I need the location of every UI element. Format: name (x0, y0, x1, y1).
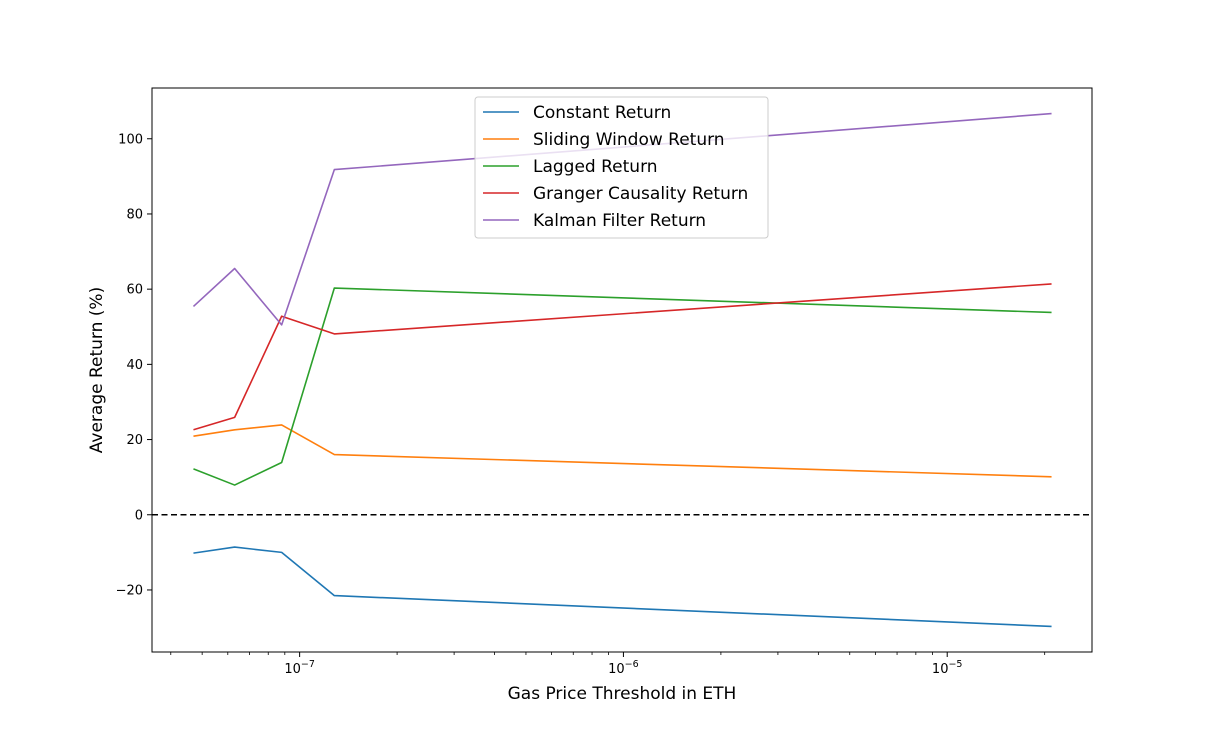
y-tick-label: 20 (126, 433, 143, 448)
legend-label: Kalman Filter Return (533, 211, 706, 231)
plot-frame (151, 87, 1093, 653)
y-tick-label: 0 (135, 508, 143, 523)
legend-label: Granger Causality Return (533, 184, 748, 204)
series-line-2 (193, 287, 1052, 486)
legend-box (474, 96, 769, 239)
x-tick-label: 10−5 (932, 659, 963, 677)
y-axis-label: Average Return (%) (87, 287, 107, 453)
y-tick-label: 80 (126, 207, 143, 222)
series-line-0 (193, 546, 1052, 628)
series-line-3 (193, 283, 1052, 431)
x-tick-label: 10−6 (608, 659, 639, 677)
y-tick-label: 60 (126, 283, 143, 298)
legend-label: Lagged Return (533, 157, 658, 177)
y-tick-label: 40 (126, 358, 143, 373)
x-axis-label: Gas Price Threshold in ETH (508, 684, 737, 704)
legend-label: Constant Return (533, 103, 671, 123)
series-line-1 (193, 424, 1052, 478)
y-tick-label: 100 (118, 132, 143, 147)
y-tick-label: −20 (116, 583, 143, 598)
legend-label: Sliding Window Return (533, 130, 725, 150)
x-tick-label: 10−7 (284, 659, 315, 677)
